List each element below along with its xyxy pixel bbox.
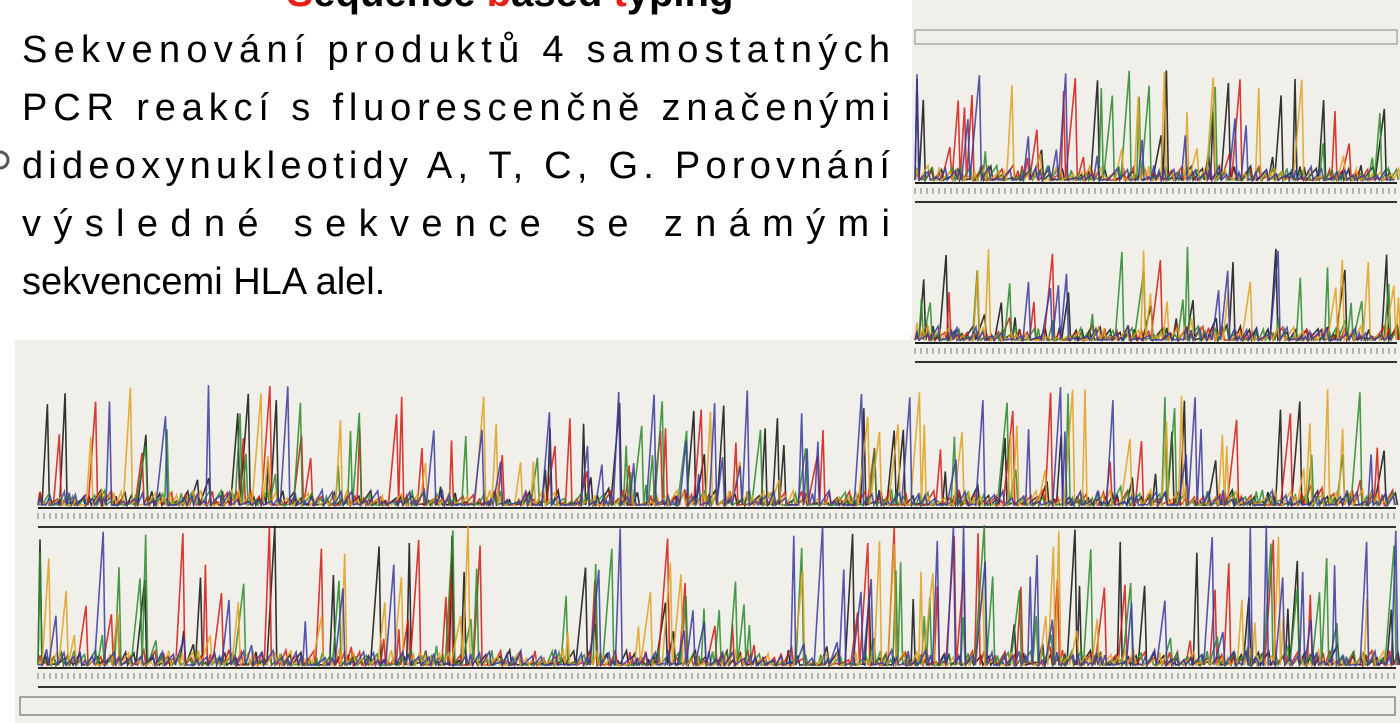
title-part: ased (511, 0, 613, 15)
title-part: yping (627, 0, 734, 15)
trace (37, 385, 1397, 509)
title-part: S (287, 0, 314, 15)
paragraph-line: sekvencemi HLA alel. (22, 261, 385, 303)
trace (914, 249, 1400, 344)
trace (914, 73, 1395, 184)
header-bar (914, 29, 1398, 45)
paragraph-line: Sekvenování produktů 4 samostatných (22, 29, 890, 71)
title-part: b (487, 0, 511, 15)
slide-title: Sequence based typing (287, 0, 734, 15)
title-part: t (613, 0, 626, 15)
trace (914, 70, 1400, 184)
paragraph-line: PCR reakcí s fluorescenčně značenými (22, 87, 890, 129)
trace (914, 246, 1400, 344)
title-part: equence (313, 0, 486, 15)
status-bar (19, 696, 1396, 716)
trace (914, 250, 1393, 343)
trace (37, 525, 1399, 669)
text-box (0, 0, 910, 340)
bullet (0, 150, 10, 170)
